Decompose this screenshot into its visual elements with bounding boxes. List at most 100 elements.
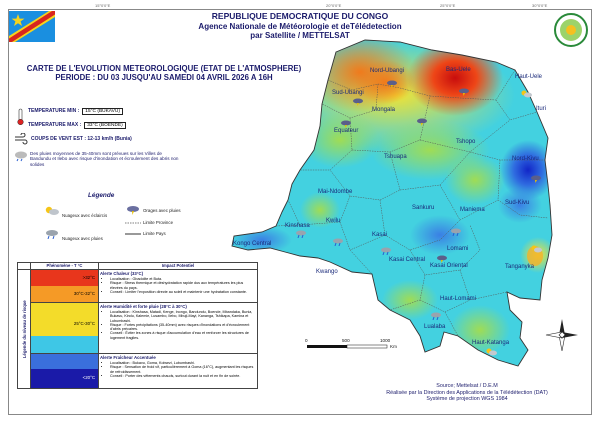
band-navy: <20°C	[31, 368, 98, 388]
wind-label: COUPS DE VENT EST : 12-13 km/h (Bunia)	[31, 136, 132, 142]
legend-country-limit: Limite Pays	[125, 231, 166, 236]
wind-row: COUPS DE VENT EST : 12-13 km/h (Bunia)	[14, 133, 184, 145]
north-arrow-icon	[545, 319, 578, 352]
province-mai-ndombe: Mai-Ndombe	[318, 189, 353, 195]
risk-table: Phénomène - T °C Impact Potentiel Légend…	[17, 262, 258, 389]
scale-mid: 500	[342, 338, 350, 343]
legend-rain-label: Nuageux avec pluies	[62, 236, 103, 241]
risk-col-phenomenon: Phénomène - T °C	[30, 262, 99, 270]
scale-max: 1000	[380, 338, 391, 343]
storm-icon	[417, 118, 427, 126]
legend-title: Légende	[88, 192, 115, 199]
province-kongo-central: Kongo Central	[233, 241, 272, 247]
band-navy-label: <20°C	[82, 374, 95, 380]
header-satellite: par Satellite / METTELSAT	[250, 30, 350, 40]
band-blue	[31, 354, 98, 369]
impact-heat-line: Localisation : Gbadolite et Buta.	[110, 277, 256, 281]
country-border	[231, 39, 553, 367]
province-kasai-oriental: Kasai Oriental	[430, 263, 468, 269]
header-country: REPUBLIQUE DEMOCRATIQUE DU CONGO	[211, 11, 389, 21]
impact-humidity-title: Alerte Humidité et forte pluie (28°C à 3…	[100, 304, 187, 309]
province-boundaries	[275, 69, 549, 337]
legend-country-label: Limite Pays	[143, 231, 166, 236]
source-projection: Système de projection WGS 1984	[426, 396, 508, 403]
sun-cloud-icon	[486, 348, 497, 356]
info-panel: TEMPERATURE MIN : 15°C (BUKAVU) TEMPERAT…	[14, 105, 184, 147]
impact-cold-line: Conseil : Porter des vêtements chauds, s…	[110, 374, 256, 378]
sun-cloud-icon	[45, 206, 59, 215]
band-red-label: >32°C	[82, 275, 95, 280]
risk-col-impact: Impact Potentiel	[98, 262, 258, 270]
source-block: Source; Mettelsat / D.E.M Réalisée par l…	[352, 383, 582, 403]
mettelsat-logo-icon	[553, 12, 589, 48]
band-yellow-label: 25°C-30°C	[73, 321, 95, 326]
wind-icon	[15, 133, 28, 145]
province-sud-ubangi: Sud-Ubangi	[332, 90, 364, 96]
legend-partly-cloudy: Nuageux avec éclaircis	[44, 203, 107, 218]
map-title: CARTE DE L'EVOLUTION METEOROLOGIQUE (ETA…	[12, 64, 316, 82]
band-red: >32°C	[31, 270, 98, 286]
province-nord-ubangi: Nord-Ubangi	[370, 68, 405, 74]
storm-icon	[127, 206, 139, 215]
scale-bar	[307, 344, 388, 349]
risk-band-warm: 25°C-30°C	[30, 302, 99, 354]
source-line: Source; Mettelsat / D.E.M	[436, 383, 498, 389]
province-kinshasa: Kinshasa	[285, 223, 310, 229]
drc-flag-icon	[9, 11, 55, 42]
storm-icon	[437, 255, 447, 263]
province-equateur: Equateur	[334, 128, 359, 134]
cloud-rain-icon	[333, 238, 343, 246]
impact-cold: Alerte Fraîcheur Accentuée Localisation …	[98, 353, 258, 389]
province-haut-uele: Haut-Uele	[515, 74, 543, 80]
province-tshopo: Tshopo	[456, 139, 476, 145]
cloud-rain-icon	[431, 312, 441, 320]
storm-icon	[387, 80, 397, 88]
legend-storm: Orages avec pluies	[125, 205, 181, 215]
legend-partly-label: Nuageux avec éclaircis	[62, 213, 108, 218]
province-haut-lomami: Haut-Lomami	[440, 296, 477, 302]
storm-icon	[459, 88, 469, 96]
tmax-label: TEMPERATURE MAX :	[28, 122, 82, 128]
tick-top-4: 30°0'0"E	[532, 3, 548, 8]
impact-humidity-line: Risque : Fortes précipitations (35-40mm)…	[110, 323, 256, 332]
tmin-value: 15°C (BUKAVU)	[82, 107, 123, 115]
storm-icon	[531, 175, 541, 183]
storm-icon	[341, 120, 351, 128]
impact-cold-line: Risque : Sensation de froid vif, particu…	[110, 365, 256, 374]
province-haut-katanga: Haut-Katanga	[472, 340, 510, 346]
legend-storm-label: Orages avec pluies	[143, 207, 181, 213]
province-kwilu: Kwilu	[326, 218, 341, 224]
source-directorate: Réalisée par la Direction des Applicatio…	[386, 389, 548, 396]
risk-axis-label: Légende du niveau de risque	[17, 269, 31, 389]
map-title-line1: CARTE DE L'EVOLUTION METEOROLOGIQUE (ETA…	[26, 64, 302, 73]
province-ituri: Ituri	[536, 106, 547, 112]
province-nord-kivu: Nord-Kivu	[512, 156, 539, 162]
province-sankuru: Sankuru	[412, 205, 435, 211]
sun-cloud-icon	[531, 245, 542, 253]
country-line-icon	[125, 233, 141, 234]
tmin-row: TEMPERATURE MIN : 15°C (BUKAVU)	[14, 105, 184, 117]
thermometer-icon	[17, 108, 24, 126]
map-title-period: PERIODE : DU 03 JUSQU'AU SAMEDI 04 AVRIL…	[55, 73, 273, 82]
province-tshuapa: Tshuapa	[384, 154, 407, 160]
band-cyan	[31, 336, 98, 353]
province-bas-uele: Bas-Uele	[446, 67, 471, 73]
tmax-row: TEMPERATURE MAX : 33°C (BOENDE)	[14, 119, 184, 131]
province-mongala: Mongala	[372, 107, 396, 113]
rain-warning-note: Des pluies moyennes de 35-40mm sont prév…	[30, 151, 179, 167]
impact-humidity-line: Localisation : Kinshasa, Matadi, Kenge, …	[110, 310, 256, 323]
province-sud-kivu: Sud-Kivu	[505, 200, 530, 206]
province-kasai: Kasai	[372, 232, 388, 238]
risk-band-cool: <20°C	[30, 353, 99, 389]
tick-top-1: 15°0'0"E	[95, 3, 111, 8]
risk-axis-header	[17, 262, 31, 270]
cloud-rain-icon	[46, 229, 58, 239]
cloud-rain-icon	[296, 230, 306, 238]
tmin-label: TEMPERATURE MIN :	[28, 108, 80, 114]
header-agency: Agence Nationale de Météorologie et deTé…	[198, 21, 402, 31]
storm-icon	[353, 98, 363, 106]
tick-top-3: 25°0'0"E	[440, 3, 456, 8]
province-line-icon	[125, 222, 141, 223]
impact-heat-line: Conseil : Limiter l'exposition directe a…	[110, 290, 256, 294]
